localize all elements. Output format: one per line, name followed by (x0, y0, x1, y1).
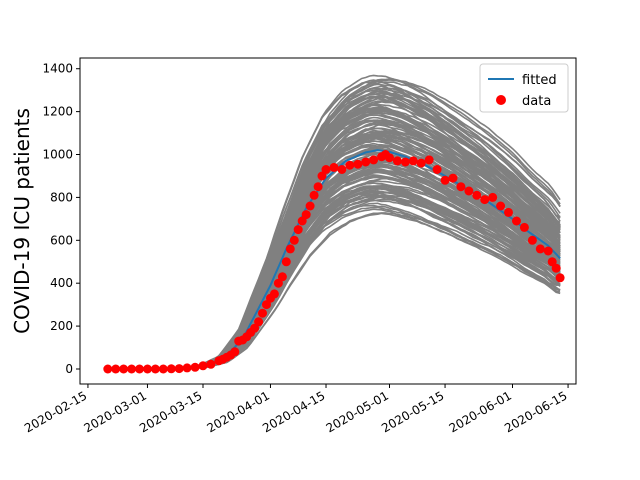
data-point (416, 158, 426, 168)
data-point (206, 359, 216, 369)
x-tick-label: 2020-05-01 (324, 388, 391, 435)
y-tick-label: 200 (50, 319, 73, 333)
data-point (230, 347, 240, 357)
data-point (254, 317, 264, 327)
data-point (277, 272, 287, 282)
x-tick-label: 2020-04-15 (260, 388, 327, 435)
data-point (543, 246, 553, 256)
data-point (158, 364, 168, 374)
data-layer (103, 150, 565, 374)
data-point (496, 201, 506, 211)
data-point (361, 157, 371, 167)
data-point (103, 364, 113, 374)
data-point (293, 225, 303, 235)
data-point (448, 173, 458, 183)
data-point (119, 364, 129, 374)
data-point (127, 364, 137, 374)
data-point (337, 165, 347, 174)
data-point (385, 153, 394, 163)
y-tick-label: 800 (50, 190, 73, 204)
data-point (190, 362, 200, 372)
legend: fitted data (479, 63, 569, 113)
x-tick-label: 2020-03-01 (82, 388, 149, 435)
data-point (512, 216, 521, 226)
data-point (551, 263, 561, 273)
data-point (424, 155, 434, 165)
data-point (305, 201, 315, 211)
data-point (174, 364, 184, 374)
data-point (400, 157, 410, 167)
data-point (464, 186, 474, 196)
data-point (456, 182, 466, 192)
data-point (353, 159, 363, 169)
data-point (504, 207, 513, 217)
y-tick-label: 0 (65, 362, 73, 376)
y-tick-label: 1000 (42, 148, 73, 162)
legend-data-swatch (496, 95, 506, 105)
data-point (313, 182, 323, 192)
data-point (519, 222, 529, 232)
data-point (345, 160, 355, 170)
y-tick-label: 1400 (42, 62, 73, 76)
data-point (555, 273, 565, 283)
data-point (258, 308, 267, 318)
legend-fitted-label: fitted (522, 73, 557, 88)
y-axis: 0 200 400 600 800 1000 1200 1400 (42, 62, 80, 376)
data-point (262, 300, 271, 310)
data-point (317, 171, 327, 181)
data-point (392, 156, 402, 166)
data-point (285, 244, 295, 254)
data-point (150, 364, 160, 374)
y-tick-label: 600 (50, 233, 73, 247)
data-point (432, 165, 442, 174)
data-point (408, 156, 418, 166)
data-point (309, 190, 319, 200)
data-point (143, 364, 152, 374)
data-point (281, 257, 291, 267)
data-point (547, 257, 557, 267)
data-point (488, 192, 498, 202)
data-point (301, 210, 311, 220)
y-tick-label: 1200 (42, 105, 73, 119)
x-tick-label: 2020-04-01 (205, 388, 272, 435)
data-point (480, 195, 490, 205)
data-point (472, 190, 482, 200)
data-point (269, 289, 279, 299)
data-point (250, 323, 260, 333)
data-point (527, 235, 537, 245)
x-tick-label: 2020-02-15 (22, 388, 89, 435)
data-point (198, 361, 208, 371)
x-tick-label: 2020-06-01 (447, 388, 514, 435)
data-point (289, 235, 299, 245)
x-tick-label: 2020-06-15 (502, 388, 569, 435)
x-tick-label: 2020-03-15 (137, 388, 204, 435)
x-tick-label: 2020-05-15 (379, 388, 446, 435)
legend-data-label: data (522, 94, 551, 109)
data-point (111, 364, 121, 374)
y-axis-label: COVID-19 ICU patients (10, 108, 34, 334)
data-point (369, 155, 379, 165)
data-point (135, 364, 144, 374)
y-tick-label: 400 (50, 276, 73, 290)
data-point (329, 162, 339, 172)
data-point (440, 175, 450, 185)
data-point (166, 364, 176, 374)
data-point (273, 278, 283, 288)
data-point (182, 363, 192, 373)
data-point (297, 216, 307, 226)
data-point (321, 165, 331, 174)
data-point (535, 244, 545, 254)
plot-frame (79, 57, 577, 385)
